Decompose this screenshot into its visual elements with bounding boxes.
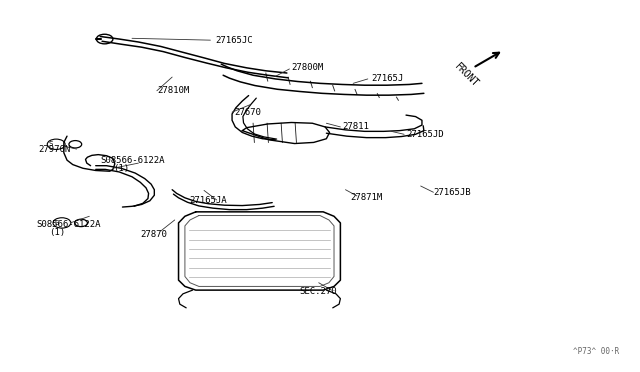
Text: 27810M: 27810M <box>157 86 189 94</box>
Text: 27800M: 27800M <box>291 63 324 72</box>
Text: 27165JA: 27165JA <box>189 196 227 205</box>
Text: S08566-6122A: S08566-6122A <box>36 220 101 229</box>
Text: 27970N: 27970N <box>38 145 70 154</box>
Text: S: S <box>54 220 59 226</box>
Text: (1): (1) <box>113 164 129 173</box>
Text: 27165J: 27165J <box>371 74 403 83</box>
Text: 27165JC: 27165JC <box>215 36 253 45</box>
Text: FRONT: FRONT <box>452 62 481 89</box>
Text: 27811: 27811 <box>342 122 369 131</box>
Text: 27871M: 27871M <box>351 193 383 202</box>
Text: ^P73^ 00·R: ^P73^ 00·R <box>573 347 620 356</box>
Text: (1): (1) <box>49 228 65 237</box>
Text: 27165JD: 27165JD <box>406 130 444 139</box>
Text: SEC.270: SEC.270 <box>300 287 337 296</box>
Text: S08566-6122A: S08566-6122A <box>100 156 164 166</box>
Text: 27670: 27670 <box>234 108 261 117</box>
Text: 27165JB: 27165JB <box>433 188 471 197</box>
Text: 27870: 27870 <box>140 230 167 239</box>
Text: S: S <box>49 141 53 147</box>
